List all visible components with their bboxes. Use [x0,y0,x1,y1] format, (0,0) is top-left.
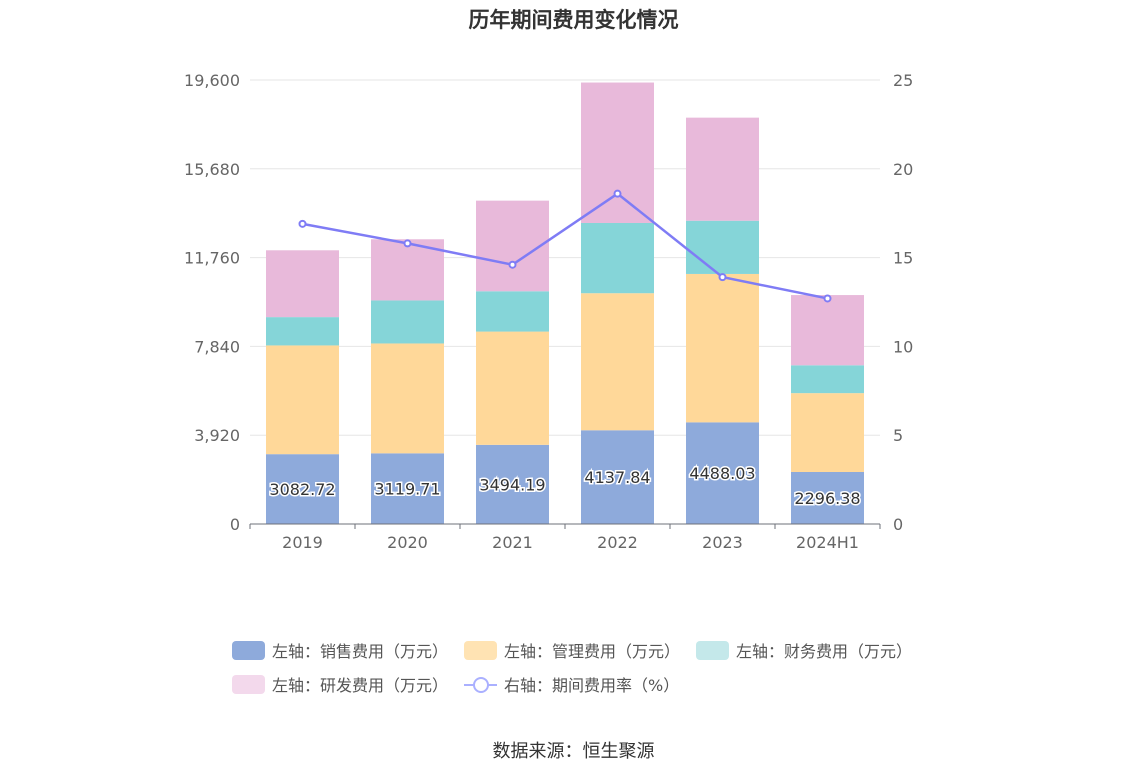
bar-segment [686,422,759,524]
bar-segment [686,117,759,221]
x-axis-tick-label: 2020 [387,533,428,552]
legend-label-finance: 左轴：财务费用（万元） [736,642,913,661]
data-labels: 3082.72 3119.71 3494.19 4137.84 4488.03 2296.… [268,463,862,510]
rate-point [613,189,622,198]
x-axis-tick-label: 2023 [702,533,743,552]
bar-segment [581,430,654,524]
legend-swatch-admin [464,640,497,660]
bar-data-label: 3082.72 [269,480,335,499]
left-axis-tick-label: 0 [230,515,240,534]
legend-item-finance[interactable]: 左轴：财务费用（万元） [696,638,912,662]
grid-lines [250,79,880,436]
right-axis-tick-label: 0 [893,515,903,534]
bar-data-label: 4488.03 [689,464,755,483]
bar-segment [476,331,549,445]
bar-data-label: 3119.71 [374,480,440,499]
bar-segment [581,82,654,223]
bar-data-label: 2296.38 [794,489,860,508]
right-axis-tick-label: 25 [893,71,913,90]
bar-segment [266,454,339,524]
bar-segment [476,200,549,292]
bar-data-label: 4137.84 [584,468,650,487]
x-axis-tick-label: 2024H1 [796,533,859,552]
legend-swatch-rd [232,674,265,694]
legend-swatch-sales [232,640,265,660]
legend-label-admin: 左轴：管理费用（万元） [504,642,681,661]
bar-segment [791,471,864,524]
bar-segment [686,220,759,274]
rate-point [823,294,832,303]
legend-item-admin[interactable]: 左轴：管理费用（万元） [464,638,680,662]
bar-segment [581,222,654,294]
legend-label-rd: 左轴：研发费用（万元） [272,676,449,695]
right-axis-tick-label: 20 [893,160,913,179]
rate-point [298,219,307,228]
right-axis-tick-label: 15 [893,249,913,268]
legend-label-rate: 右轴：期间费用率（%） [504,676,680,695]
left-axis-tick-label: 11,760 [184,249,240,268]
legend-label-sales: 左轴：销售费用（万元） [272,642,449,661]
legend-swatch-finance [696,640,729,660]
bar-group [266,82,864,524]
bar-segment [371,453,444,524]
bar-segment [791,365,864,394]
bar-segment [476,444,549,524]
bar-segment [266,250,339,318]
bar-segment [686,273,759,423]
bar-segment [581,293,654,431]
bar-segment [266,317,339,346]
legend-item-rd[interactable]: 左轴：研发费用（万元） [232,672,448,696]
legend-line-rate-icon [464,675,497,694]
rate-point [718,273,727,282]
left-axis-tick-label: 15,680 [184,160,240,179]
bar-segment [476,291,549,332]
left-axis-tick-label: 7,840 [194,337,240,356]
legend-item-rate[interactable]: 右轴：期间费用率（%） [464,672,679,696]
rate-point [508,260,517,269]
data-source: 数据来源：恒生聚源 [492,741,655,762]
line-series [298,189,832,303]
axes: 0 0 3,920 5 7,840 10 11,760 15 15,680 20 19,600 25 2… [184,71,913,552]
bar-segment [266,345,339,455]
bar-segment [791,295,864,366]
right-axis-tick-label: 5 [893,426,903,445]
rate-line [302,192,828,300]
x-axis-tick-label: 2021 [492,533,533,552]
bar-segment [371,300,444,344]
chart-title: 历年期间费用变化情况 [468,8,679,32]
x-axis-tick-label: 2022 [597,533,638,552]
rate-point [403,239,412,248]
right-axis-tick-label: 10 [893,337,913,356]
x-axis-tick-label: 2019 [282,533,323,552]
bar-data-label: 3494.19 [479,475,545,494]
bar-segment [791,393,864,472]
legend-item-sales[interactable]: 左轴：销售费用（万元） [232,638,448,662]
left-axis-tick-label: 19,600 [184,71,240,90]
bar-segment [371,343,444,454]
left-axis-tick-label: 3,920 [194,426,240,445]
